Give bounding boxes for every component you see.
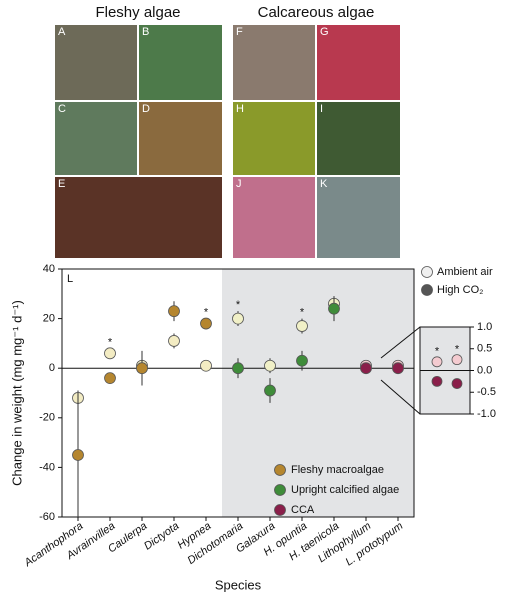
photo [317,177,400,258]
x-axis-label: Species [215,577,262,592]
point [264,359,276,372]
y-axis-label: Change in weight (mg mg⁻¹ d⁻¹) [9,300,24,486]
point [200,317,212,330]
panel-letter: K [320,178,328,190]
panel-header: Fleshy algae [95,4,180,21]
significance-label: * [108,336,113,348]
panel-letter: D [142,103,150,115]
photo [317,25,400,100]
point [296,354,308,367]
point [104,372,116,385]
legend-label: CCA [291,504,315,516]
panel-letter: A [58,26,66,38]
panel-letter: B [142,26,149,38]
photo [55,177,222,258]
point [360,362,372,375]
photo [55,102,137,175]
y-tick-label: 40 [43,263,55,275]
inset-point [451,378,463,389]
point [168,305,180,318]
shaded-region [222,269,414,517]
inset-point [431,356,443,368]
connector [380,379,421,415]
inset-y-tick-label: 0.5 [477,343,492,355]
point [328,302,340,315]
x-tick-label: Dictyota [142,520,181,553]
legend-marker [274,484,286,496]
point [72,449,84,461]
inset-y-tick-label: 0.0 [477,364,492,376]
legend-marker [421,284,433,296]
point [200,359,212,372]
inset-point [431,375,443,387]
photo [233,102,315,175]
legend-label: Ambient air [437,266,493,278]
photo [233,177,315,258]
legend-marker [421,266,433,278]
legend-marker [274,504,286,516]
legend-label: Fleshy macroalgae [291,464,384,476]
panel-letter: J [236,178,242,190]
point [136,362,148,375]
photo [233,25,315,100]
photo [55,25,137,100]
point [168,335,180,347]
photo [139,102,222,175]
point [104,347,116,360]
significance-label: * [300,307,305,319]
significance-label: * [204,307,209,319]
panel-header: Calcareous algae [258,4,375,21]
y-tick-label: -40 [39,461,55,473]
panel-letter: C [58,103,66,115]
inset-y-tick-label: 1.0 [477,321,492,333]
y-tick-label: -60 [39,511,55,523]
legend-label: High CO₂ [437,284,483,296]
point [392,362,404,375]
inset-significance-label: * [435,346,440,358]
y-tick-label: 20 [43,313,55,325]
panel-letter: G [320,26,329,38]
photos [55,25,400,258]
connector [380,326,421,359]
legend-marker [274,464,286,476]
panel-letter: F [236,26,243,38]
panel-letter: I [320,103,323,115]
inset-point [451,354,463,366]
y-tick-label: 0 [49,362,55,374]
panel-letter: H [236,103,244,115]
legend-label: Upright calcified algae [291,484,399,496]
point [232,312,244,325]
panel-label: L [67,273,73,285]
photo [139,25,222,100]
inset-y-tick-label: -1.0 [477,408,496,420]
y-tick-label: -20 [39,412,55,424]
inset-significance-label: * [455,344,460,356]
inset-y-tick-label: -0.5 [477,386,496,398]
point [232,362,244,375]
point [296,320,308,332]
photo [317,102,400,175]
panel-letter: E [58,178,65,190]
point [264,384,276,397]
significance-label: * [236,299,241,311]
